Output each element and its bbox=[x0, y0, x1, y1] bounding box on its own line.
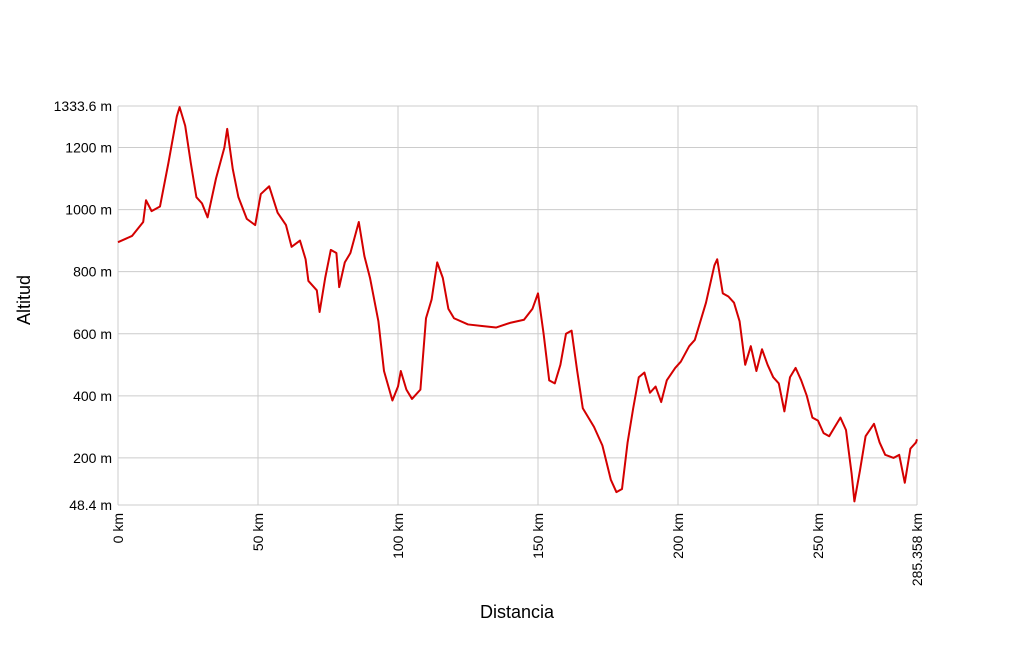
x-tick-label: 50 km bbox=[250, 513, 266, 551]
y-tick-label: 400 m bbox=[73, 388, 112, 404]
y-tick-label: 200 m bbox=[73, 450, 112, 466]
x-tick-label: 100 km bbox=[390, 513, 406, 559]
y-tick-label: 1200 m bbox=[65, 139, 112, 155]
y-tick-label: 1000 m bbox=[65, 202, 112, 218]
y-axis-label: Altitud bbox=[14, 275, 34, 325]
y-tick-label: 600 m bbox=[73, 326, 112, 342]
x-tick-label: 285.358 km bbox=[909, 513, 925, 586]
elevation-line bbox=[117, 106, 918, 503]
x-tick-label: 250 km bbox=[810, 513, 826, 559]
x-tick-label: 0 km bbox=[110, 513, 126, 543]
x-axis-label: Distancia bbox=[480, 602, 555, 622]
y-tick-label: 800 m bbox=[73, 264, 112, 280]
x-tick-label: 200 km bbox=[670, 513, 686, 559]
y-tick-label: 48.4 m bbox=[69, 497, 112, 513]
x-tick-label: 150 km bbox=[530, 513, 546, 559]
y-tick-label: 1333.6 m bbox=[54, 98, 112, 114]
